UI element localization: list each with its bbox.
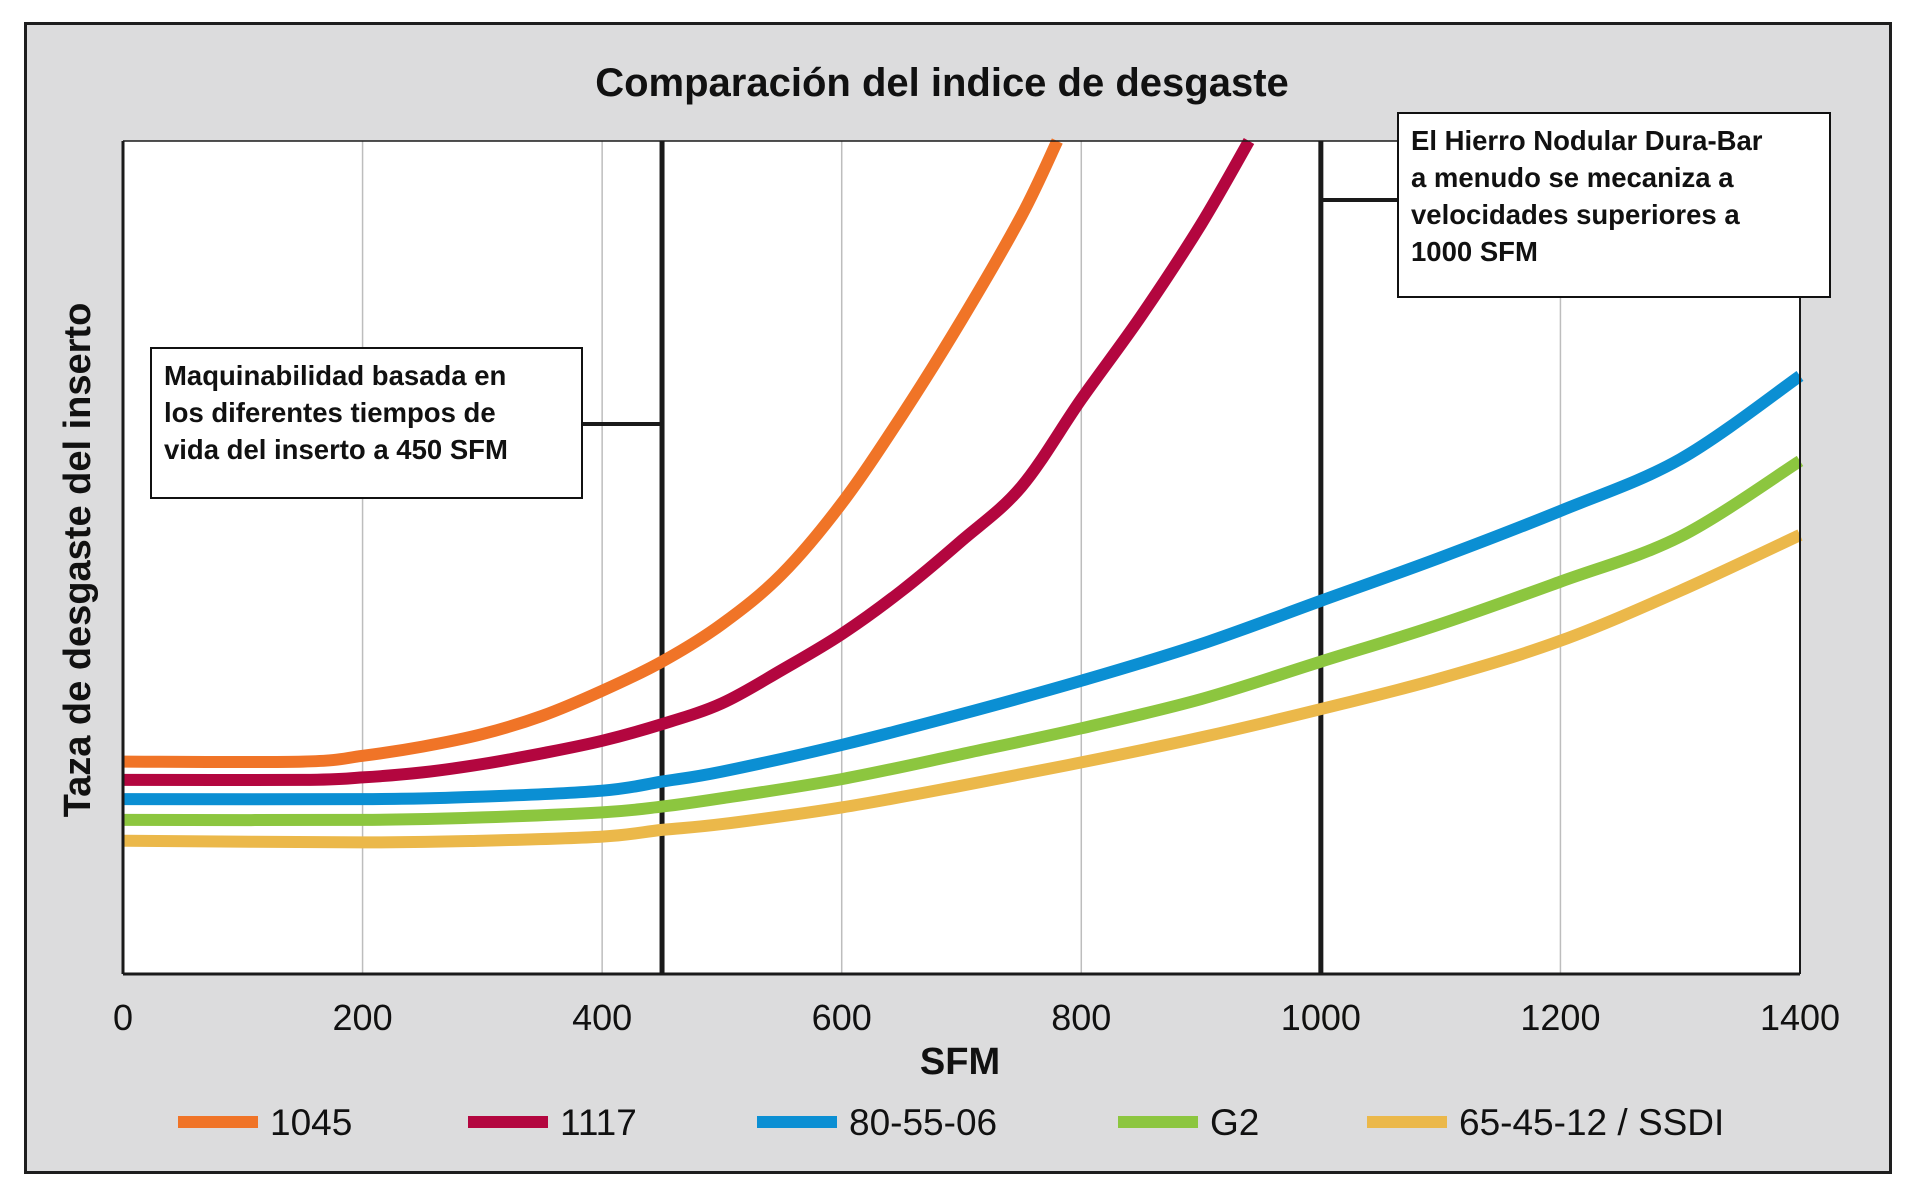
legend-label: 80-55-06 xyxy=(849,1102,997,1143)
series-line xyxy=(122,370,1804,806)
x-tick-label: 0 xyxy=(113,997,133,1038)
x-tick-label: 800 xyxy=(1051,997,1111,1038)
annotation-line: El Hierro Nodular Dura-Bar xyxy=(1411,125,1763,156)
series-lines xyxy=(122,138,1804,849)
annotation-line: vida del inserto a 450 SFM xyxy=(164,434,508,465)
legend-label: G2 xyxy=(1210,1102,1259,1143)
series-line xyxy=(122,529,1803,849)
legend-label: 1045 xyxy=(270,1102,352,1143)
x-tick-labels: 0 200 400 600 800 1000 1200 1400 xyxy=(113,997,1840,1038)
legend-label: 1117 xyxy=(560,1102,637,1143)
annotation-line: los diferentes tiempos de xyxy=(164,397,496,428)
annotation-450-sfm: Maquinabilidad basada en los diferentes … xyxy=(150,347,583,499)
x-tick-label: 600 xyxy=(812,997,872,1038)
annotation-line: Maquinabilidad basada en xyxy=(164,360,507,391)
x-tick-label: 1000 xyxy=(1281,997,1361,1038)
x-tick-label: 1200 xyxy=(1520,997,1600,1038)
series-line xyxy=(122,138,1255,787)
annotation-line: 1000 SFM xyxy=(1411,236,1538,267)
annotation-line: velocidades superiores a xyxy=(1411,199,1740,230)
annotation-1000-sfm: El Hierro Nodular Dura-Bar a menudo se m… xyxy=(1397,112,1831,298)
y-axis-title: Taza de desgaste del inserto xyxy=(57,303,99,818)
series-line xyxy=(122,138,1063,769)
legend: 1045 1117 80-55-06 G2 65-45-12 / SSDI xyxy=(178,1102,1724,1143)
x-tick-label: 200 xyxy=(333,997,393,1038)
annotation-line: a menudo se mecaniza a xyxy=(1411,162,1734,193)
legend-label: 65-45-12 / SSDI xyxy=(1459,1102,1724,1143)
chart-title: Comparación del indice de desgaste xyxy=(595,61,1289,105)
x-tick-label: 400 xyxy=(572,997,632,1038)
x-tick-label: 1400 xyxy=(1760,997,1840,1038)
x-axis-title: SFM xyxy=(920,1041,1000,1083)
series-line xyxy=(122,455,1804,827)
